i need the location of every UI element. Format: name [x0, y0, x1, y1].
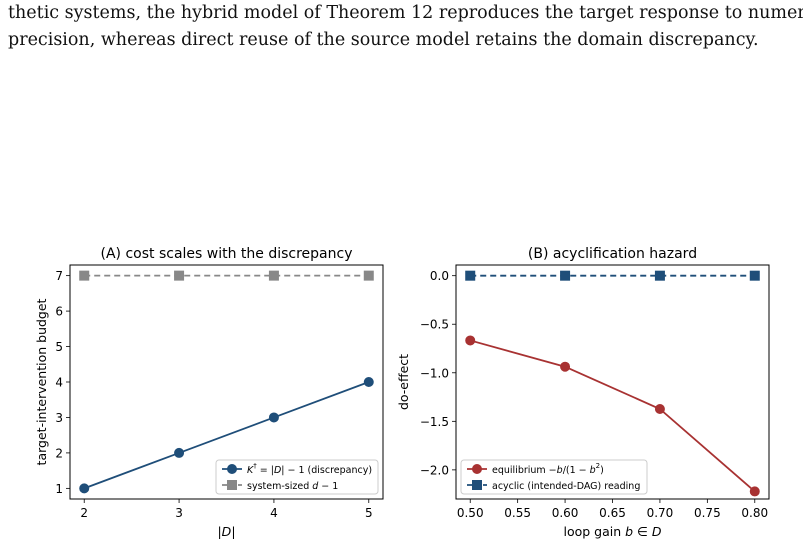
- y-tick-label: 4: [55, 376, 63, 390]
- legend-entry: system-sized d − 1: [222, 480, 338, 492]
- y-tick-label: 0.0: [430, 269, 449, 283]
- y-tick-label: 3: [55, 411, 63, 425]
- x-tick-label: 4: [270, 506, 278, 520]
- data-point: [363, 377, 374, 387]
- data-point: [654, 270, 665, 281]
- data-point: [749, 270, 760, 281]
- y-axis-label: target-intervention budget: [34, 298, 49, 465]
- legend: K† = |D| − 1 (discrepancy) system-sized d…: [215, 459, 379, 495]
- y-tick-label: 6: [55, 305, 63, 319]
- series-line: [83, 381, 370, 490]
- legend-swatch-marker: [227, 464, 237, 474]
- y-tick-label: −0.5: [420, 318, 449, 332]
- legend-entry: equilibrium −b/(1 − b2): [467, 462, 604, 476]
- x-axis-label: loop gain b ∈ D: [563, 524, 661, 539]
- legend-box: [215, 459, 379, 495]
- x-tick-label: 0.50: [457, 506, 484, 520]
- legend-label: system-sized d − 1: [247, 481, 338, 492]
- x-tick-label: 5: [365, 506, 373, 520]
- data-point: [749, 486, 760, 497]
- x-tick-label: 0.60: [552, 506, 579, 520]
- legend-swatch-marker: [227, 480, 237, 490]
- chart-title: (B) acyclification hazard: [528, 246, 697, 262]
- x-tick-label: 2: [80, 506, 88, 520]
- y-tick-label: −1.5: [420, 415, 449, 429]
- data-point: [560, 270, 571, 281]
- y-tick-label: 7: [55, 269, 63, 283]
- data-point: [79, 483, 90, 494]
- y-tick-label: 1: [55, 482, 63, 496]
- legend-entry: acyclic (intended-DAG) reading: [467, 480, 640, 492]
- data-point: [268, 270, 279, 281]
- data-point: [174, 447, 185, 458]
- series-1: [79, 270, 374, 281]
- legend: equilibrium −b/(1 − b2) acyclic (intended…: [460, 459, 648, 495]
- y-axis-label: do-effect: [396, 354, 411, 410]
- x-tick-label: 3: [175, 506, 183, 520]
- legend-swatch-marker: [472, 464, 482, 474]
- x-tick-label: 0.80: [741, 506, 768, 520]
- series-0: [465, 335, 760, 497]
- data-point: [465, 270, 476, 281]
- y-tick-label: −2.0: [420, 463, 449, 477]
- legend-label: acyclic (intended-DAG) reading: [492, 481, 640, 492]
- x-tick-label: 0.70: [647, 506, 674, 520]
- legend-box: [460, 459, 648, 495]
- paper-line-2: precision, whereas direct reuse of the s…: [8, 30, 759, 50]
- x-tick-label: 0.75: [694, 506, 721, 520]
- legend-label: K† = |D| − 1 (discrepancy): [247, 462, 372, 476]
- x-tick-label: 0.65: [599, 506, 626, 520]
- legend-swatch-marker: [472, 480, 482, 490]
- data-point: [79, 270, 90, 281]
- data-point: [268, 412, 279, 423]
- paper-body-text: thetic systems, the hybrid model of Theo…: [8, 0, 803, 54]
- x-axis-label: |D|: [217, 524, 235, 539]
- y-tick-label: −1.0: [420, 366, 449, 380]
- data-point: [654, 403, 665, 414]
- data-point: [363, 270, 374, 281]
- panel-b: (B) acyclification hazard 0.50 0.55 0.60 0.6…: [396, 246, 770, 539]
- plot-frame: [69, 264, 384, 500]
- y-tick-label: 5: [55, 340, 63, 354]
- series-1: [465, 270, 760, 281]
- data-point: [560, 361, 571, 372]
- legend-entry: K† = |D| − 1 (discrepancy): [222, 462, 372, 476]
- series-0: [79, 377, 374, 494]
- x-tick-label: 0.55: [504, 506, 531, 520]
- plot-frame: [455, 264, 770, 500]
- legend-label: equilibrium −b/(1 − b2): [492, 462, 604, 476]
- series-line: [469, 339, 756, 493]
- data-point: [465, 335, 476, 346]
- chart-title: (A) cost scales with the discrepancy: [101, 246, 353, 262]
- data-point: [174, 270, 185, 281]
- y-tick-label: 2: [55, 446, 63, 460]
- panel-a: (A) cost scales with the discrepancy 2 3 4 5…: [34, 246, 384, 539]
- paper-line-1: thetic systems, the hybrid model of Theo…: [8, 3, 803, 23]
